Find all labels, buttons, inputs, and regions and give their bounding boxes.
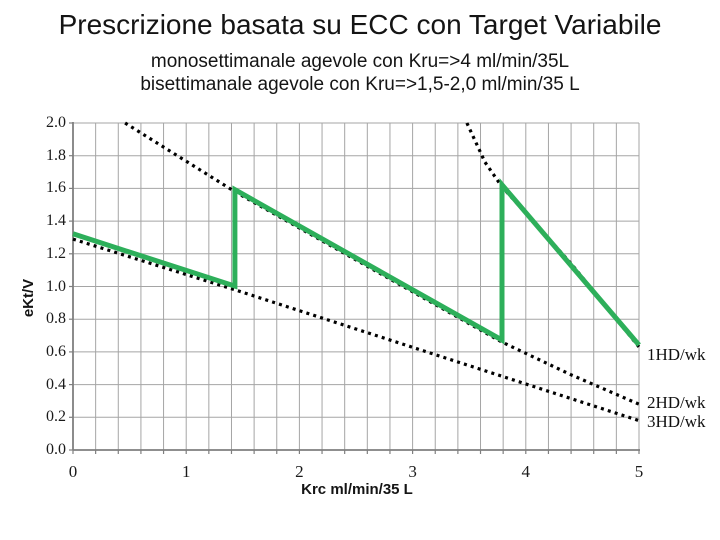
- x-tick-label: 1: [181, 462, 191, 481]
- chart-subtitle-2: bisettimanale agevole con Kru=>1,5-2,0 m…: [140, 74, 580, 95]
- y-tick-label: 0.2: [46, 408, 66, 426]
- target-dotted-line: [72, 237, 640, 423]
- target-dotted-line: [124, 121, 640, 406]
- prescription-line: [72, 178, 641, 347]
- y-tick-label: 1.8: [46, 146, 66, 164]
- x-axis-title: Krc ml/min/35 L: [301, 481, 413, 498]
- y-tick-label: 1.6: [46, 179, 66, 197]
- x-tick-label: 3: [408, 462, 417, 481]
- chart-subtitle-1: monosettimanale agevole con Kru=>4 ml/mi…: [150, 51, 570, 72]
- line-end-label: 3HD/wk: [647, 412, 706, 431]
- x-tick-label: 2: [295, 462, 304, 481]
- y-tick-label: 2.0: [46, 114, 66, 131]
- y-tick-label: 0.6: [46, 342, 66, 360]
- chart-title: Prescrizione basata su ECC con Target Va…: [58, 9, 662, 40]
- x-tick-label: 5: [634, 462, 644, 481]
- y-tick-label: 0.4: [46, 375, 66, 393]
- line-end-label: 2HD/wk: [647, 393, 706, 412]
- x-tick-label: 4: [521, 462, 531, 481]
- y-tick-label: 1.4: [46, 212, 66, 230]
- y-tick-label: 0.8: [46, 310, 66, 328]
- line-end-label: 1HD/wk: [647, 345, 706, 364]
- y-tick-label: 1.2: [46, 244, 66, 262]
- y-tick-label: 0.0: [46, 441, 66, 458]
- x-tick-label: 0: [68, 462, 78, 481]
- y-tick-label: 1.0: [46, 277, 66, 295]
